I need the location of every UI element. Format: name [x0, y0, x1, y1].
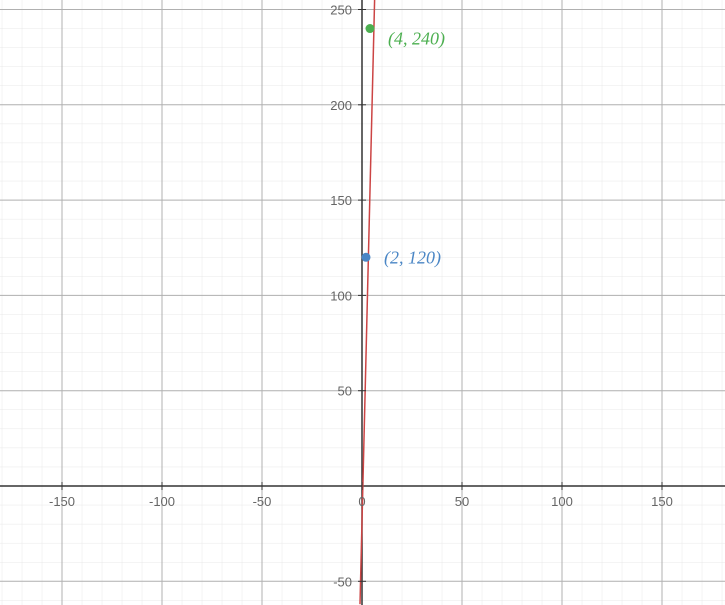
point-label: (4, 240) [388, 29, 445, 50]
y-tick-label: 100 [330, 288, 352, 303]
x-tick-label: -100 [149, 494, 175, 509]
x-tick-label: 50 [455, 494, 469, 509]
y-tick-label: 250 [330, 3, 352, 18]
x-tick-label: 0 [358, 494, 365, 509]
chart-svg: -150 -100 -50 0 50 100 150 -50 50 100 150 200 250 (4,… [0, 0, 725, 605]
y-tick-label: 50 [338, 384, 352, 399]
y-tick-label: 200 [330, 98, 352, 113]
point-label: (2, 120) [384, 247, 441, 268]
data-point [366, 24, 375, 33]
y-tick-label: -50 [333, 574, 352, 589]
x-tick-label: -150 [49, 494, 75, 509]
x-tick-label: 100 [551, 494, 573, 509]
data-point [362, 253, 371, 262]
x-tick-label: -50 [253, 494, 272, 509]
coordinate-plane-chart: -150 -100 -50 0 50 100 150 -50 50 100 150 200 250 (4,… [0, 0, 725, 605]
x-tick-label: 150 [651, 494, 673, 509]
y-tick-label: 150 [330, 193, 352, 208]
